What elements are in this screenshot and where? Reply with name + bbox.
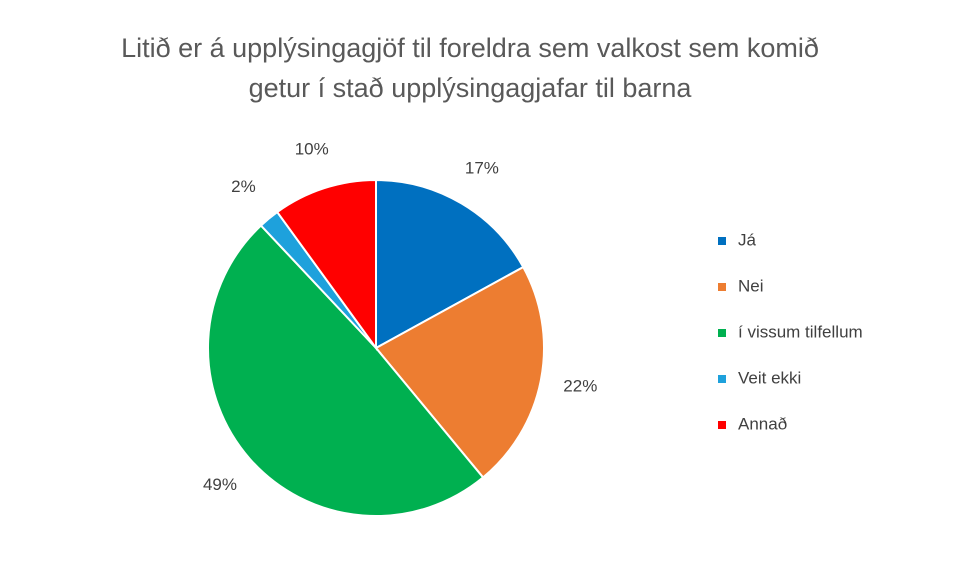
legend-label: Já	[738, 230, 757, 249]
data-label: 22%	[563, 376, 597, 395]
legend-label: Veit ekki	[738, 368, 801, 387]
legend-swatch	[718, 283, 726, 291]
legend-swatch	[718, 329, 726, 337]
data-label: 2%	[231, 177, 256, 196]
chart-title: Litið er á upplýsingagjöf til foreldra s…	[121, 33, 819, 103]
data-label: 49%	[203, 475, 237, 494]
legend-swatch	[718, 421, 726, 429]
pie-slice	[374, 265, 545, 479]
legend-swatch	[718, 375, 726, 383]
legend-label: í vissum tilfellum	[738, 322, 863, 341]
legend-label: Nei	[738, 276, 764, 295]
pie-slice	[375, 178, 525, 350]
legend-label: Annað	[738, 414, 787, 433]
pie-slice	[275, 178, 377, 352]
data-label: 10%	[295, 140, 329, 159]
legend-swatch	[718, 237, 726, 245]
pie-slice	[207, 224, 485, 517]
data-label: 17%	[465, 158, 499, 177]
